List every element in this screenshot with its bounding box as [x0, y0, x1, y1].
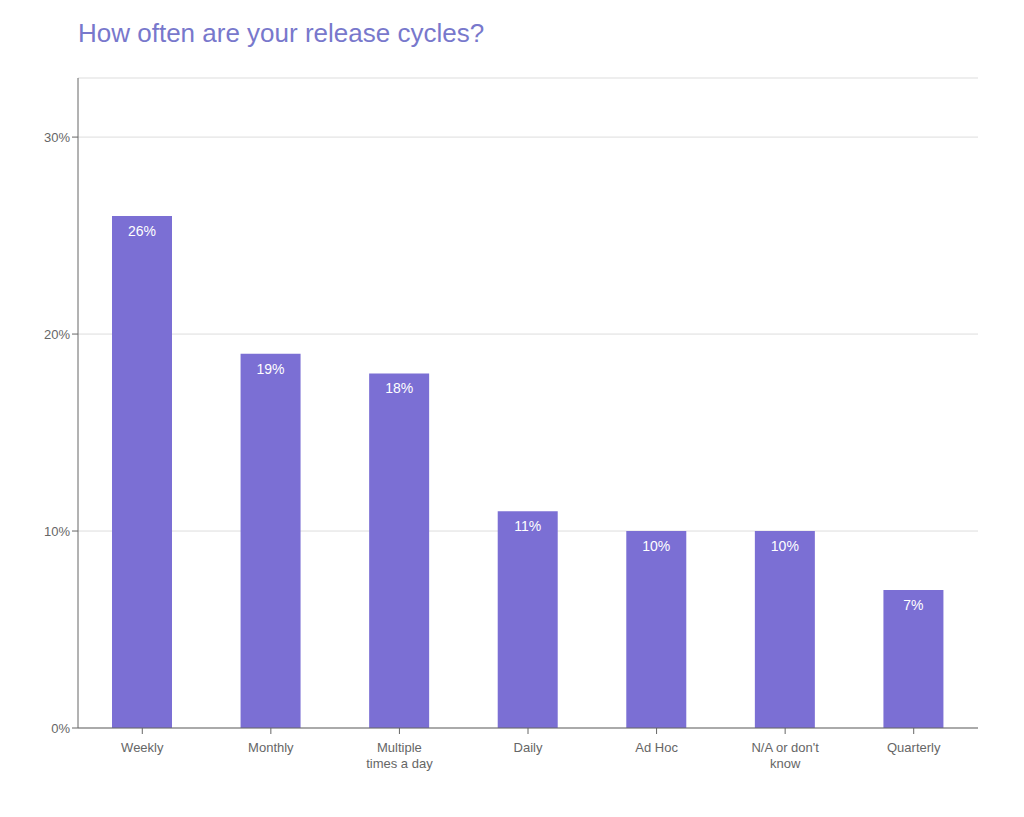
svg-text:20%: 20% [44, 327, 70, 342]
svg-text:Daily: Daily [514, 740, 543, 755]
svg-text:26%: 26% [128, 223, 156, 239]
svg-text:11%: 11% [514, 518, 541, 534]
svg-text:Monthly: Monthly [248, 740, 294, 755]
svg-text:N/A or don'tknow: N/A or don'tknow [751, 740, 819, 771]
svg-text:0%: 0% [51, 721, 70, 736]
svg-text:30%: 30% [44, 130, 70, 145]
svg-text:Quarterly: Quarterly [887, 740, 941, 755]
svg-text:7%: 7% [903, 597, 923, 613]
svg-text:Multipletimes a day: Multipletimes a day [366, 740, 433, 771]
svg-text:10%: 10% [642, 538, 670, 554]
svg-text:19%: 19% [257, 361, 285, 377]
html-text:How often are your release cyc: How often are your release cycles? [78, 18, 485, 48]
svg-text:Weekly: Weekly [121, 740, 164, 755]
svg-text:18%: 18% [385, 380, 413, 396]
svg-text:Ad Hoc: Ad Hoc [635, 740, 678, 755]
svg-text:10%: 10% [771, 538, 799, 554]
svg-text:10%: 10% [44, 524, 70, 539]
